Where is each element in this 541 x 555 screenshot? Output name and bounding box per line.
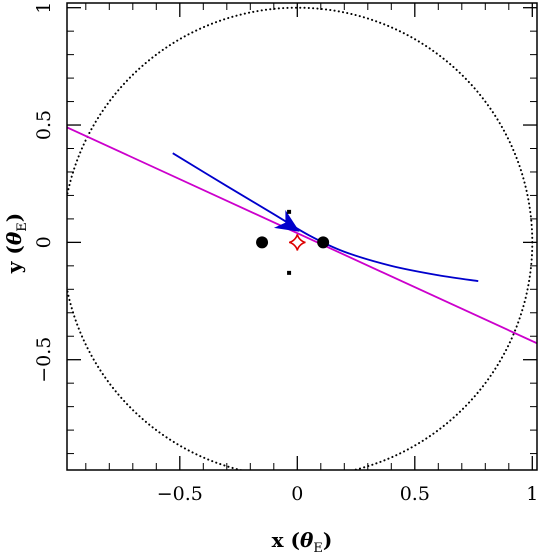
small-marker-point <box>287 209 292 214</box>
trajectory-arrow-head <box>273 210 300 232</box>
lens-point <box>317 236 330 249</box>
y-tick-label: −0.5 <box>33 337 55 383</box>
x-tick-label: 0 <box>291 483 303 505</box>
tick-labels-layer: −0.5 0 0.5 1 −0.5 0 0.5 1 <box>33 2 538 505</box>
y-axis-title-symbol: θ <box>2 231 26 245</box>
data-layer <box>67 6 537 470</box>
x-axis-title-symbol: θ <box>300 528 314 552</box>
x-tick-label: 1 <box>526 483 538 505</box>
y-tick-label: 0.5 <box>33 110 55 140</box>
ticks-layer <box>67 3 537 470</box>
y-tick-label: 0 <box>33 236 55 248</box>
y-axis-title-subscript: E <box>15 222 30 232</box>
small-marker-point <box>287 270 292 275</box>
lens-point <box>256 236 269 249</box>
x-tick-label: 0.5 <box>400 483 430 505</box>
caustic-curve <box>288 234 306 251</box>
source-trajectory-line <box>67 126 537 345</box>
x-axis-title-main: x <box>272 528 285 552</box>
x-axis-title-subscript: E <box>313 541 323 555</box>
y-axis-title-main: y <box>2 260 26 274</box>
image-trajectory-curve <box>172 152 479 282</box>
plot-frame <box>66 2 538 471</box>
y-tick-label: 1 <box>33 2 55 14</box>
y-axis-title: y (θE) <box>2 213 30 274</box>
x-axis-title: x (θE) <box>272 528 333 555</box>
x-tick-label: −0.5 <box>157 483 203 505</box>
einstein-ring <box>67 6 534 470</box>
